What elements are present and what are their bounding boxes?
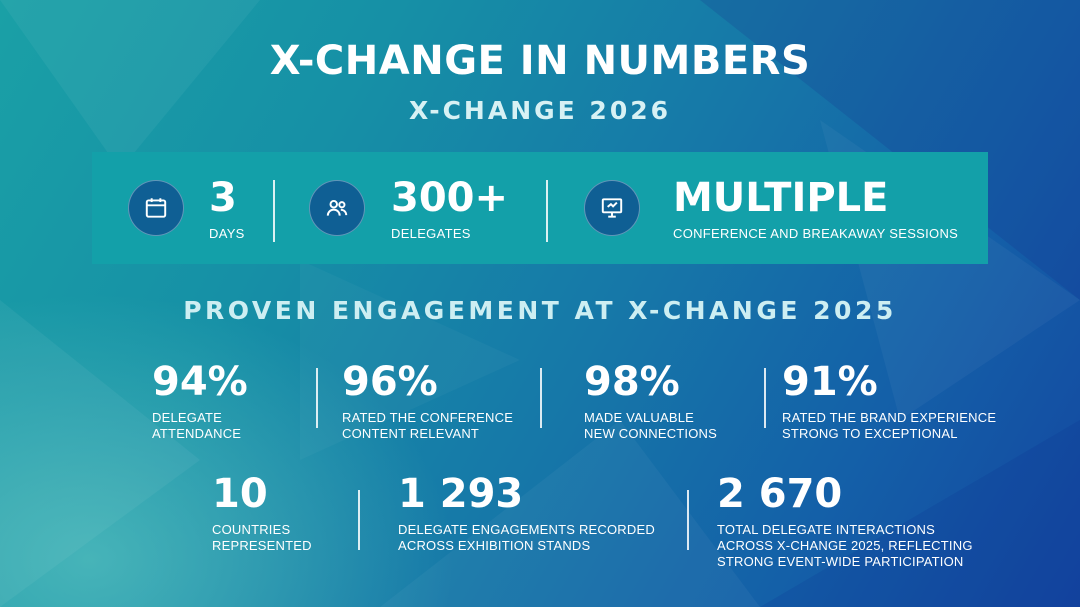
divider bbox=[358, 490, 360, 550]
divider bbox=[687, 490, 689, 550]
stat-connections: 98% MADE VALUABLE NEW CONNECTIONS bbox=[584, 360, 717, 442]
highlights-band: 3 DAYS 300+ DELEGATES MULTIPLE CONFERE bbox=[92, 152, 988, 264]
stat-value: 91% bbox=[782, 359, 878, 405]
stat-label: TOTAL DELEGATE INTERACTIONS ACROSS X-CHAN… bbox=[717, 522, 973, 569]
divider bbox=[316, 368, 318, 428]
stat-value: 94% bbox=[152, 359, 248, 405]
stat-label: RATED THE CONFERENCE CONTENT RELEVANT bbox=[342, 410, 514, 441]
highlight-label: CONFERENCE AND BREAKAWAY SESSIONS bbox=[673, 226, 959, 241]
stat-label: COUNTRIES REPRESENTED bbox=[212, 522, 312, 553]
highlight-value: MULTIPLE bbox=[673, 175, 889, 221]
stat-label: DELEGATE ATTENDANCE bbox=[152, 410, 242, 441]
stat-label: RATED THE BRAND EXPERIENCE STRONG TO EXCE… bbox=[782, 410, 997, 441]
presentation-icon-badge bbox=[584, 180, 640, 236]
stat-countries: 10 COUNTRIES REPRESENTED bbox=[212, 472, 312, 554]
stat-value: 98% bbox=[584, 359, 680, 405]
highlight-label: DAYS bbox=[209, 226, 245, 241]
stat-attendance: 94% DELEGATE ATTENDANCE bbox=[152, 360, 248, 442]
highlight-value: 3 bbox=[209, 175, 237, 221]
page-subtitle: X-CHANGE 2026 bbox=[408, 96, 672, 125]
presentation-icon bbox=[601, 198, 623, 218]
divider bbox=[540, 368, 542, 428]
stat-interactions: 2 670 TOTAL DELEGATE INTERACTIONS ACROSS … bbox=[717, 472, 973, 570]
divider bbox=[764, 368, 766, 428]
divider bbox=[546, 180, 548, 242]
engagement-heading: PROVEN ENGAGEMENT AT X-CHANGE 2025 bbox=[183, 296, 897, 325]
highlight-value: 300+ bbox=[391, 175, 509, 221]
stat-value: 10 bbox=[212, 471, 268, 517]
calendar-icon bbox=[145, 198, 167, 218]
people-icon bbox=[326, 199, 348, 216]
page-title: X-CHANGE IN NUMBERS bbox=[269, 38, 811, 84]
stat-brand-experience: 91% RATED THE BRAND EXPERIENCE STRONG TO … bbox=[782, 360, 996, 442]
stat-label: DELEGATE ENGAGEMENTS RECORDED ACROSS EXHI… bbox=[398, 522, 655, 553]
stat-content-relevant: 96% RATED THE CONFERENCE CONTENT RELEVANT bbox=[342, 360, 513, 442]
stat-label: MADE VALUABLE NEW CONNECTIONS bbox=[584, 410, 717, 441]
stat-value: 2 670 bbox=[717, 471, 843, 517]
people-icon-badge bbox=[309, 180, 365, 236]
divider bbox=[273, 180, 275, 242]
highlight-label: DELEGATES bbox=[391, 226, 471, 241]
stat-engagements: 1 293 DELEGATE ENGAGEMENTS RECORDED ACROS… bbox=[398, 472, 655, 554]
calendar-icon-badge bbox=[128, 180, 184, 236]
stat-value: 96% bbox=[342, 359, 438, 405]
stat-value: 1 293 bbox=[398, 471, 524, 517]
